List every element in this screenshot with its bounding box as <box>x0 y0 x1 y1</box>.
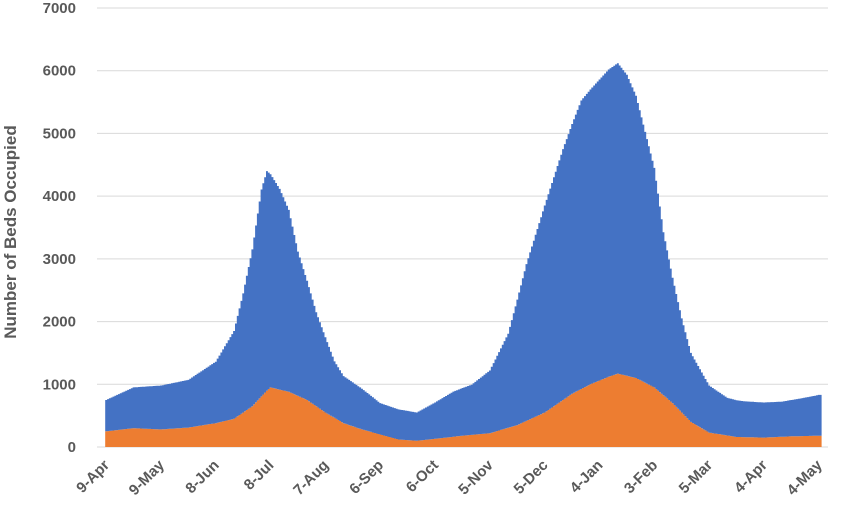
y-tick-label: 0 <box>68 439 76 456</box>
x-tick-label: 8-Jun <box>182 457 222 497</box>
y-tick-label: 3000 <box>43 251 76 268</box>
y-axis-tick-labels: 0 1000 2000 3000 4000 5000 6000 7000 <box>43 0 76 456</box>
x-tick-label: 3-Feb <box>621 457 661 497</box>
y-tick-label: 1000 <box>43 376 76 393</box>
x-tick-label: 4-Jan <box>567 457 607 497</box>
y-tick-label: 6000 <box>43 63 76 80</box>
x-tick-label: 8-Jul <box>241 457 278 494</box>
x-tick-label: 4-May <box>784 456 827 499</box>
series-area-1 <box>105 373 822 447</box>
x-tick-label: 4-Apr <box>731 457 771 497</box>
x-tick-label: 5-Mar <box>676 457 716 497</box>
y-tick-label: 2000 <box>43 314 76 331</box>
x-tick-label: 6-Sep <box>346 457 387 498</box>
x-tick-label: 5-Dec <box>511 457 552 498</box>
y-tick-label: 4000 <box>43 188 76 205</box>
x-tick-label: 9-Apr <box>73 457 113 497</box>
y-tick-label: 7000 <box>43 0 76 17</box>
y-tick-label: 5000 <box>43 125 76 142</box>
y-axis-title: Number of Beds Occupied <box>1 125 20 338</box>
x-tick-label: 5-Nov <box>455 456 497 498</box>
series-area-2 <box>105 63 822 441</box>
x-tick-label: 9-May <box>126 456 169 499</box>
x-tick-label: 6-Oct <box>403 457 442 496</box>
x-axis-tick-labels: 9-Apr 9-May 8-Jun 8-Jul 7-Aug 6-Sep 6-Oct 5-Nov… <box>73 456 826 499</box>
plot-area <box>105 63 822 447</box>
x-tick-label: 7-Aug <box>290 457 332 499</box>
